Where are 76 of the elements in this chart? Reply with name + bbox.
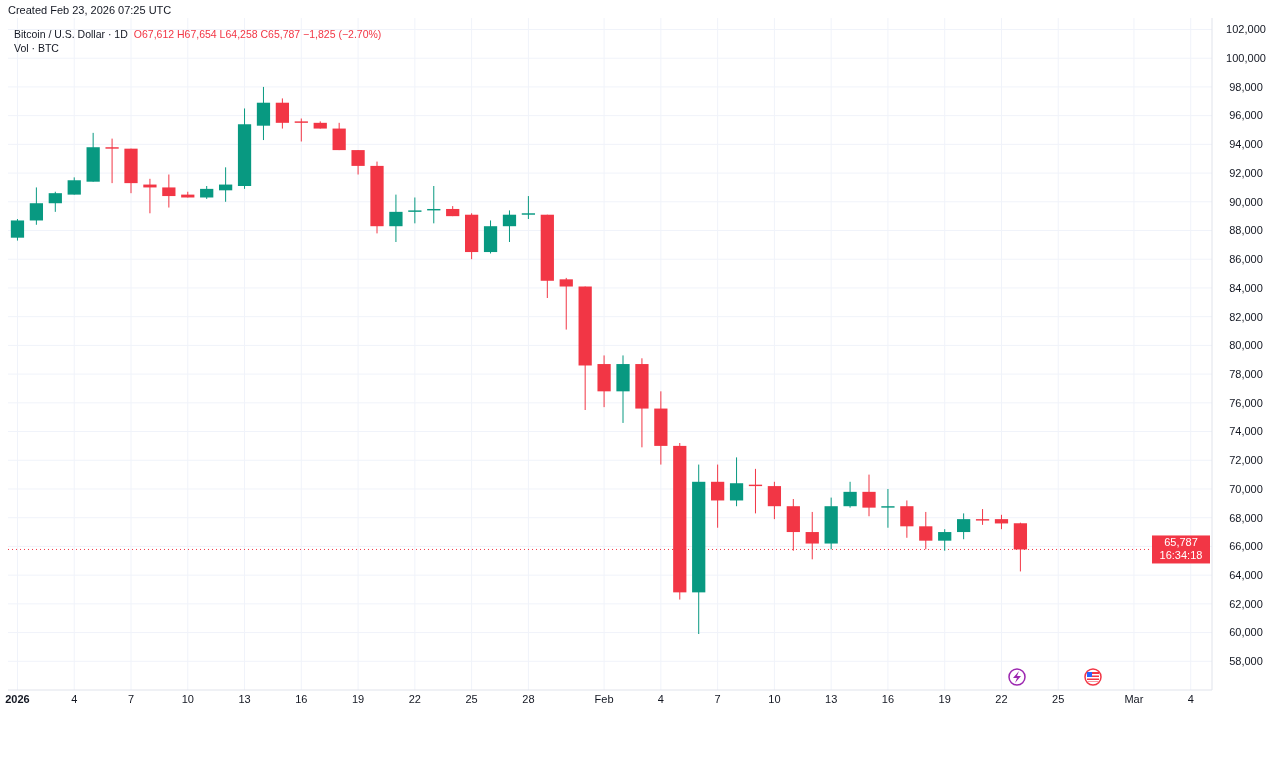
y-tick-label: 72,000 [1229, 454, 1263, 467]
candlestick [729, 456, 744, 507]
candlestick [919, 511, 933, 550]
x-tick-label: 13 [238, 693, 251, 705]
x-tick-label: 19 [351, 693, 365, 705]
candlestick [767, 481, 782, 520]
candlestick [48, 191, 62, 213]
y-tick-label: 86,000 [1229, 253, 1263, 266]
y-tick-label: 82,000 [1229, 310, 1263, 323]
x-tick-label: Mar [1124, 693, 1144, 705]
candlestick [408, 196, 422, 224]
x-tick-label: 22 [408, 693, 421, 705]
x-tick-label: 13 [825, 693, 838, 705]
y-tick-label: 76,000 [1229, 396, 1263, 409]
candlestick [881, 488, 895, 529]
x-tick-label: 19 [938, 693, 951, 705]
y-tick-label: 100,000 [1226, 52, 1266, 65]
y-tick-label: 68,000 [1229, 511, 1263, 524]
x-tick-label: 4 [71, 693, 78, 705]
candlestick [162, 174, 176, 209]
x-tick-label: 10 [181, 693, 194, 705]
y-tick-label: 78,000 [1229, 367, 1263, 380]
candlestick [559, 277, 573, 331]
x-tick-label: 28 [522, 693, 535, 705]
y-tick-label: 96,000 [1229, 109, 1263, 122]
text: Created Feb 23, 2026 07:25 UTC [8, 4, 172, 16]
y-tick-label: 84,000 [1229, 281, 1263, 294]
candlestick [502, 209, 517, 243]
y-tick-label: 64,000 [1229, 568, 1263, 581]
candlestick [521, 195, 536, 220]
text: O67,612 H67,654 L64,258 C65,787 −1,825 (−2.70%) [133, 28, 382, 40]
candlestick [275, 97, 290, 130]
y-tick-label: 66,000 [1229, 540, 1263, 553]
x-tick-label: 22 [995, 693, 1008, 705]
y-tick-label: 80,000 [1229, 339, 1263, 352]
candlestick [105, 138, 119, 184]
y-tick-label: 58,000 [1229, 655, 1263, 668]
y-tick-label: 88,000 [1229, 224, 1263, 237]
x-tick-label: 4 [1187, 693, 1194, 705]
x-tick-label: 7 [714, 693, 721, 705]
text: Bitcoin / U.S. Dollar · 1D [14, 28, 129, 40]
x-tick-label: 4 [657, 693, 664, 705]
candlestick [389, 194, 403, 243]
x-tick-label: 16 [295, 693, 308, 705]
ref-line-label: 65,787 [1164, 536, 1198, 549]
y-tick-label: 74,000 [1229, 425, 1263, 438]
y-tick-label: 92,000 [1229, 166, 1263, 179]
candlestick [957, 512, 971, 540]
y-tick-label: 98,000 [1229, 80, 1263, 93]
y-tick-label: 70,000 [1229, 482, 1263, 495]
candlestick [332, 122, 346, 151]
x-tick-label: Feb [594, 693, 614, 705]
y-tick-label: 60,000 [1229, 626, 1263, 639]
x-tick-label: 10 [768, 693, 781, 705]
candlestick [938, 528, 952, 552]
candlestick [711, 464, 725, 529]
candlestick [294, 118, 308, 142]
annotation: 16:34:18 [1159, 549, 1203, 562]
candlestick [351, 149, 365, 176]
x-tick-label: 25 [465, 693, 478, 705]
x-tick-label: 2026 [5, 693, 30, 705]
candlestick [10, 218, 25, 242]
y-tick-label: 62,000 [1229, 597, 1263, 610]
candlestick [29, 186, 44, 226]
candlestick [256, 86, 271, 141]
candlestick [900, 499, 914, 539]
y-tick-label: 94,000 [1229, 138, 1263, 151]
x-tick-label: 16 [881, 693, 895, 705]
x-tick-label: 25 [1052, 693, 1065, 705]
annotation: Vol · BTC [14, 42, 60, 54]
x-tick-label: 7 [127, 693, 135, 705]
candlestick [862, 474, 876, 517]
y-tick-label: 102,000 [1226, 23, 1266, 36]
candlestick [805, 511, 819, 560]
y-tick-label: 90,000 [1229, 195, 1263, 208]
candlestick [843, 481, 857, 509]
